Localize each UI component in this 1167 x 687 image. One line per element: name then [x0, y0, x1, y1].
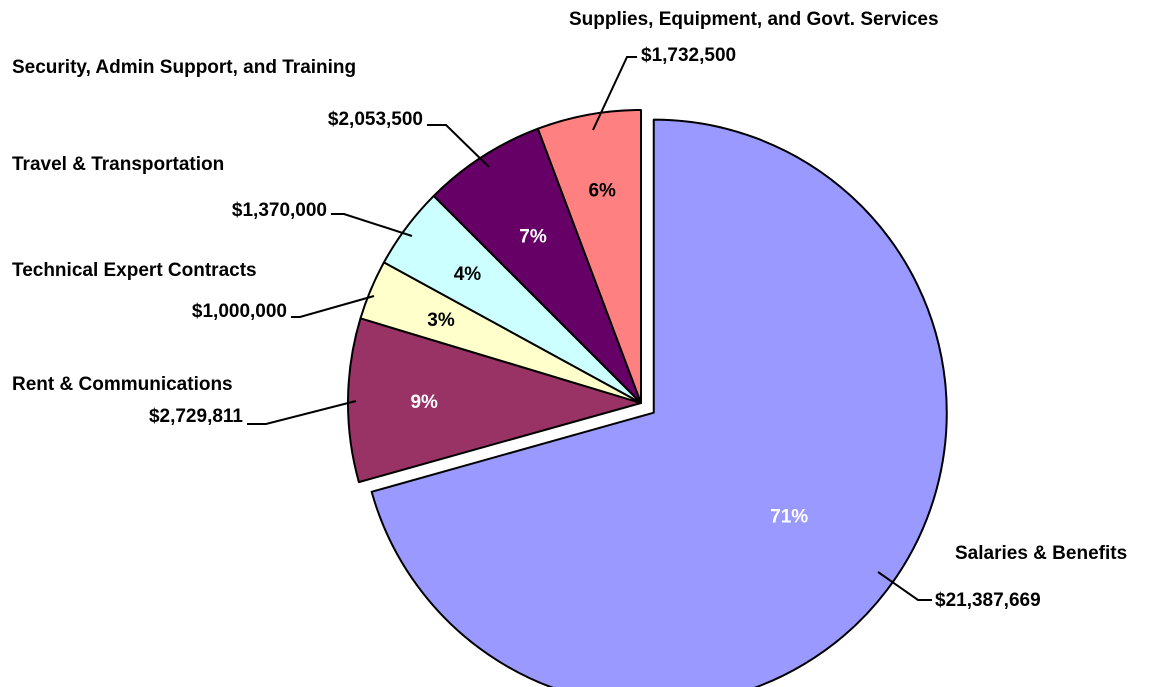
- leader-line-6: [592, 56, 637, 131]
- pie-slice-2: [347, 317, 642, 484]
- pie-slice-6: [536, 109, 642, 404]
- leader-line-2: [247, 400, 357, 425]
- value-label-6: $1,732,500: [641, 45, 736, 66]
- category-label-1: Salaries & Benefits: [955, 543, 1127, 564]
- category-label-4: Travel & Transportation: [12, 154, 224, 175]
- value-label-1: $21,387,669: [935, 590, 1041, 611]
- pie-slices: [347, 109, 948, 687]
- percent-labels: 71% 9% 3% 4% 7% 6%: [410, 181, 808, 528]
- percent-label-4: 4%: [454, 264, 482, 285]
- category-labels: Salaries & Benefits $21,387,669 Rent & Com…: [12, 9, 1127, 611]
- leader-line-5: [427, 124, 490, 168]
- category-label-6: Supplies, Equipment, and Govt. Services: [569, 9, 939, 30]
- leader-line-3: [291, 295, 375, 318]
- percent-label-5: 7%: [519, 227, 547, 248]
- category-label-2: Rent & Communications: [12, 374, 233, 395]
- value-label-3: $1,000,000: [192, 301, 287, 322]
- value-label-5: $2,053,500: [328, 109, 423, 130]
- leader-lines: [247, 56, 932, 601]
- value-label-4: $1,370,000: [232, 200, 327, 221]
- value-label-2: $2,729,811: [149, 406, 243, 427]
- leader-line-4: [331, 213, 413, 237]
- percent-label-3: 3%: [427, 310, 455, 331]
- category-label-5: Security, Admin Support, and Training: [12, 57, 356, 78]
- category-label-3: Technical Expert Contracts: [12, 260, 257, 281]
- percent-label-6: 6%: [588, 181, 616, 202]
- percent-label-2: 9%: [410, 392, 438, 413]
- leader-line-1: [877, 571, 932, 601]
- pie-slice-1: [370, 118, 948, 687]
- percent-label-1: 71%: [770, 506, 808, 527]
- pie-slice-5: [432, 127, 642, 404]
